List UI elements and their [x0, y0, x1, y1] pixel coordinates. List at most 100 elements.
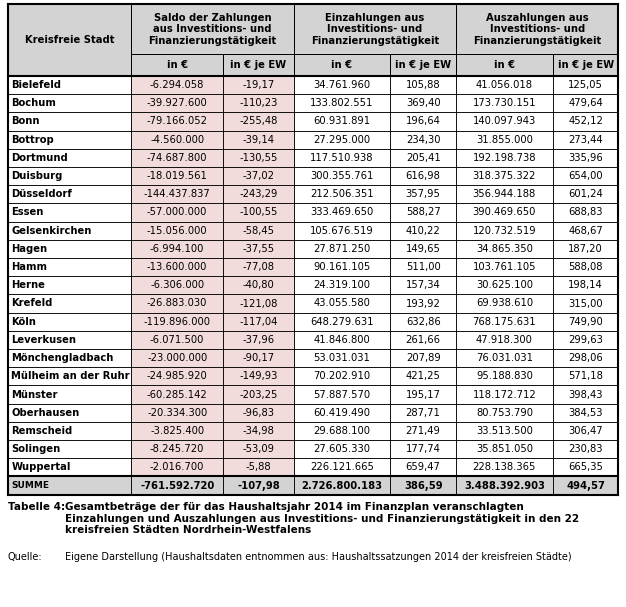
- Text: -6.306.000: -6.306.000: [150, 280, 204, 290]
- Text: 192.198.738: 192.198.738: [473, 153, 536, 163]
- Bar: [8, 422, 131, 440]
- Text: -130,55: -130,55: [239, 153, 277, 163]
- Bar: [294, 367, 390, 385]
- Text: -144.437.837: -144.437.837: [144, 189, 210, 199]
- Bar: [294, 76, 390, 94]
- Text: Bottrop: Bottrop: [11, 135, 54, 144]
- Bar: [456, 404, 553, 422]
- Bar: [456, 385, 553, 404]
- Bar: [8, 167, 131, 185]
- Bar: [553, 458, 618, 476]
- Bar: [294, 4, 456, 54]
- Text: -79.166.052: -79.166.052: [146, 117, 208, 126]
- Text: 27.605.330: 27.605.330: [314, 444, 371, 454]
- Bar: [8, 149, 131, 167]
- Bar: [456, 240, 553, 258]
- Bar: [553, 240, 618, 258]
- Text: Kreisfreie Stadt: Kreisfreie Stadt: [24, 35, 114, 45]
- Text: -24.985.920: -24.985.920: [147, 371, 208, 381]
- Text: 187,20: 187,20: [568, 244, 603, 254]
- Text: 207,89: 207,89: [406, 353, 441, 363]
- Bar: [8, 476, 131, 495]
- Text: 34.761.960: 34.761.960: [314, 80, 371, 90]
- Bar: [390, 385, 456, 404]
- Text: 632,86: 632,86: [406, 317, 441, 327]
- Text: 173.730.151: 173.730.151: [473, 98, 536, 108]
- Bar: [390, 167, 456, 185]
- Bar: [131, 76, 223, 94]
- Text: Düsseldorf: Düsseldorf: [11, 189, 72, 199]
- Bar: [553, 276, 618, 294]
- Bar: [456, 313, 553, 331]
- Text: Leverkusen: Leverkusen: [11, 335, 76, 345]
- Text: Dortmund: Dortmund: [11, 153, 68, 163]
- Text: 195,17: 195,17: [406, 390, 441, 399]
- Text: Münster: Münster: [11, 390, 58, 399]
- Text: 34.865.350: 34.865.350: [476, 244, 533, 254]
- Text: 335,96: 335,96: [568, 153, 603, 163]
- Text: 333.469.650: 333.469.650: [310, 208, 374, 217]
- Text: 287,71: 287,71: [406, 408, 441, 418]
- Bar: [131, 385, 223, 404]
- Bar: [131, 112, 223, 131]
- Text: -39.927.600: -39.927.600: [147, 98, 208, 108]
- Text: -37,02: -37,02: [242, 171, 274, 181]
- Text: 60.931.891: 60.931.891: [314, 117, 371, 126]
- Bar: [390, 349, 456, 367]
- Text: Bonn: Bonn: [11, 117, 40, 126]
- Bar: [8, 385, 131, 404]
- Text: 125,05: 125,05: [568, 80, 603, 90]
- Bar: [553, 131, 618, 149]
- Bar: [8, 458, 131, 476]
- Text: -100,55: -100,55: [239, 208, 277, 217]
- Bar: [131, 458, 223, 476]
- Text: Hamm: Hamm: [11, 262, 48, 272]
- Text: 234,30: 234,30: [406, 135, 441, 144]
- Text: Oberhausen: Oberhausen: [11, 408, 80, 418]
- Text: -58,45: -58,45: [242, 226, 274, 236]
- Text: Gesamtbeträge der für das Haushaltsjahr 2014 im Finanzplan veranschlagten
Einzah: Gesamtbeträge der für das Haushaltsjahr …: [65, 502, 579, 535]
- Bar: [8, 276, 131, 294]
- Bar: [390, 222, 456, 240]
- Text: -53,09: -53,09: [242, 444, 274, 454]
- Bar: [223, 149, 294, 167]
- Text: 299,63: 299,63: [568, 335, 603, 345]
- Bar: [456, 349, 553, 367]
- Text: Tabelle 4:: Tabelle 4:: [8, 502, 64, 512]
- Bar: [223, 185, 294, 203]
- Text: -6.994.100: -6.994.100: [150, 244, 204, 254]
- Text: in € je EW: in € je EW: [558, 60, 613, 70]
- Text: Wuppertal: Wuppertal: [11, 463, 71, 472]
- Bar: [456, 440, 553, 458]
- Text: 140.097.943: 140.097.943: [473, 117, 536, 126]
- Bar: [294, 422, 390, 440]
- Bar: [131, 185, 223, 203]
- Text: 648.279.631: 648.279.631: [310, 317, 374, 327]
- Text: 226.121.665: 226.121.665: [310, 463, 374, 472]
- Text: Bochum: Bochum: [11, 98, 56, 108]
- Text: -39,14: -39,14: [242, 135, 274, 144]
- Text: -117,04: -117,04: [239, 317, 277, 327]
- Bar: [390, 294, 456, 313]
- Bar: [390, 203, 456, 222]
- Text: 69.938.610: 69.938.610: [476, 299, 533, 308]
- Bar: [223, 203, 294, 222]
- Bar: [553, 349, 618, 367]
- Text: 80.753.790: 80.753.790: [476, 408, 533, 418]
- Text: Mülheim an der Ruhr: Mülheim an der Ruhr: [11, 371, 130, 381]
- Text: 468,67: 468,67: [568, 226, 603, 236]
- Text: -57.000.000: -57.000.000: [147, 208, 207, 217]
- Bar: [8, 349, 131, 367]
- Bar: [553, 294, 618, 313]
- Text: 654,00: 654,00: [568, 171, 603, 181]
- Text: 230,83: 230,83: [568, 444, 603, 454]
- Bar: [131, 4, 294, 54]
- Bar: [8, 131, 131, 149]
- Text: 601,24: 601,24: [568, 189, 603, 199]
- Text: -6.071.500: -6.071.500: [150, 335, 204, 345]
- Bar: [131, 331, 223, 349]
- Bar: [8, 240, 131, 258]
- Text: 47.918.300: 47.918.300: [476, 335, 533, 345]
- Bar: [131, 313, 223, 331]
- Bar: [8, 294, 131, 313]
